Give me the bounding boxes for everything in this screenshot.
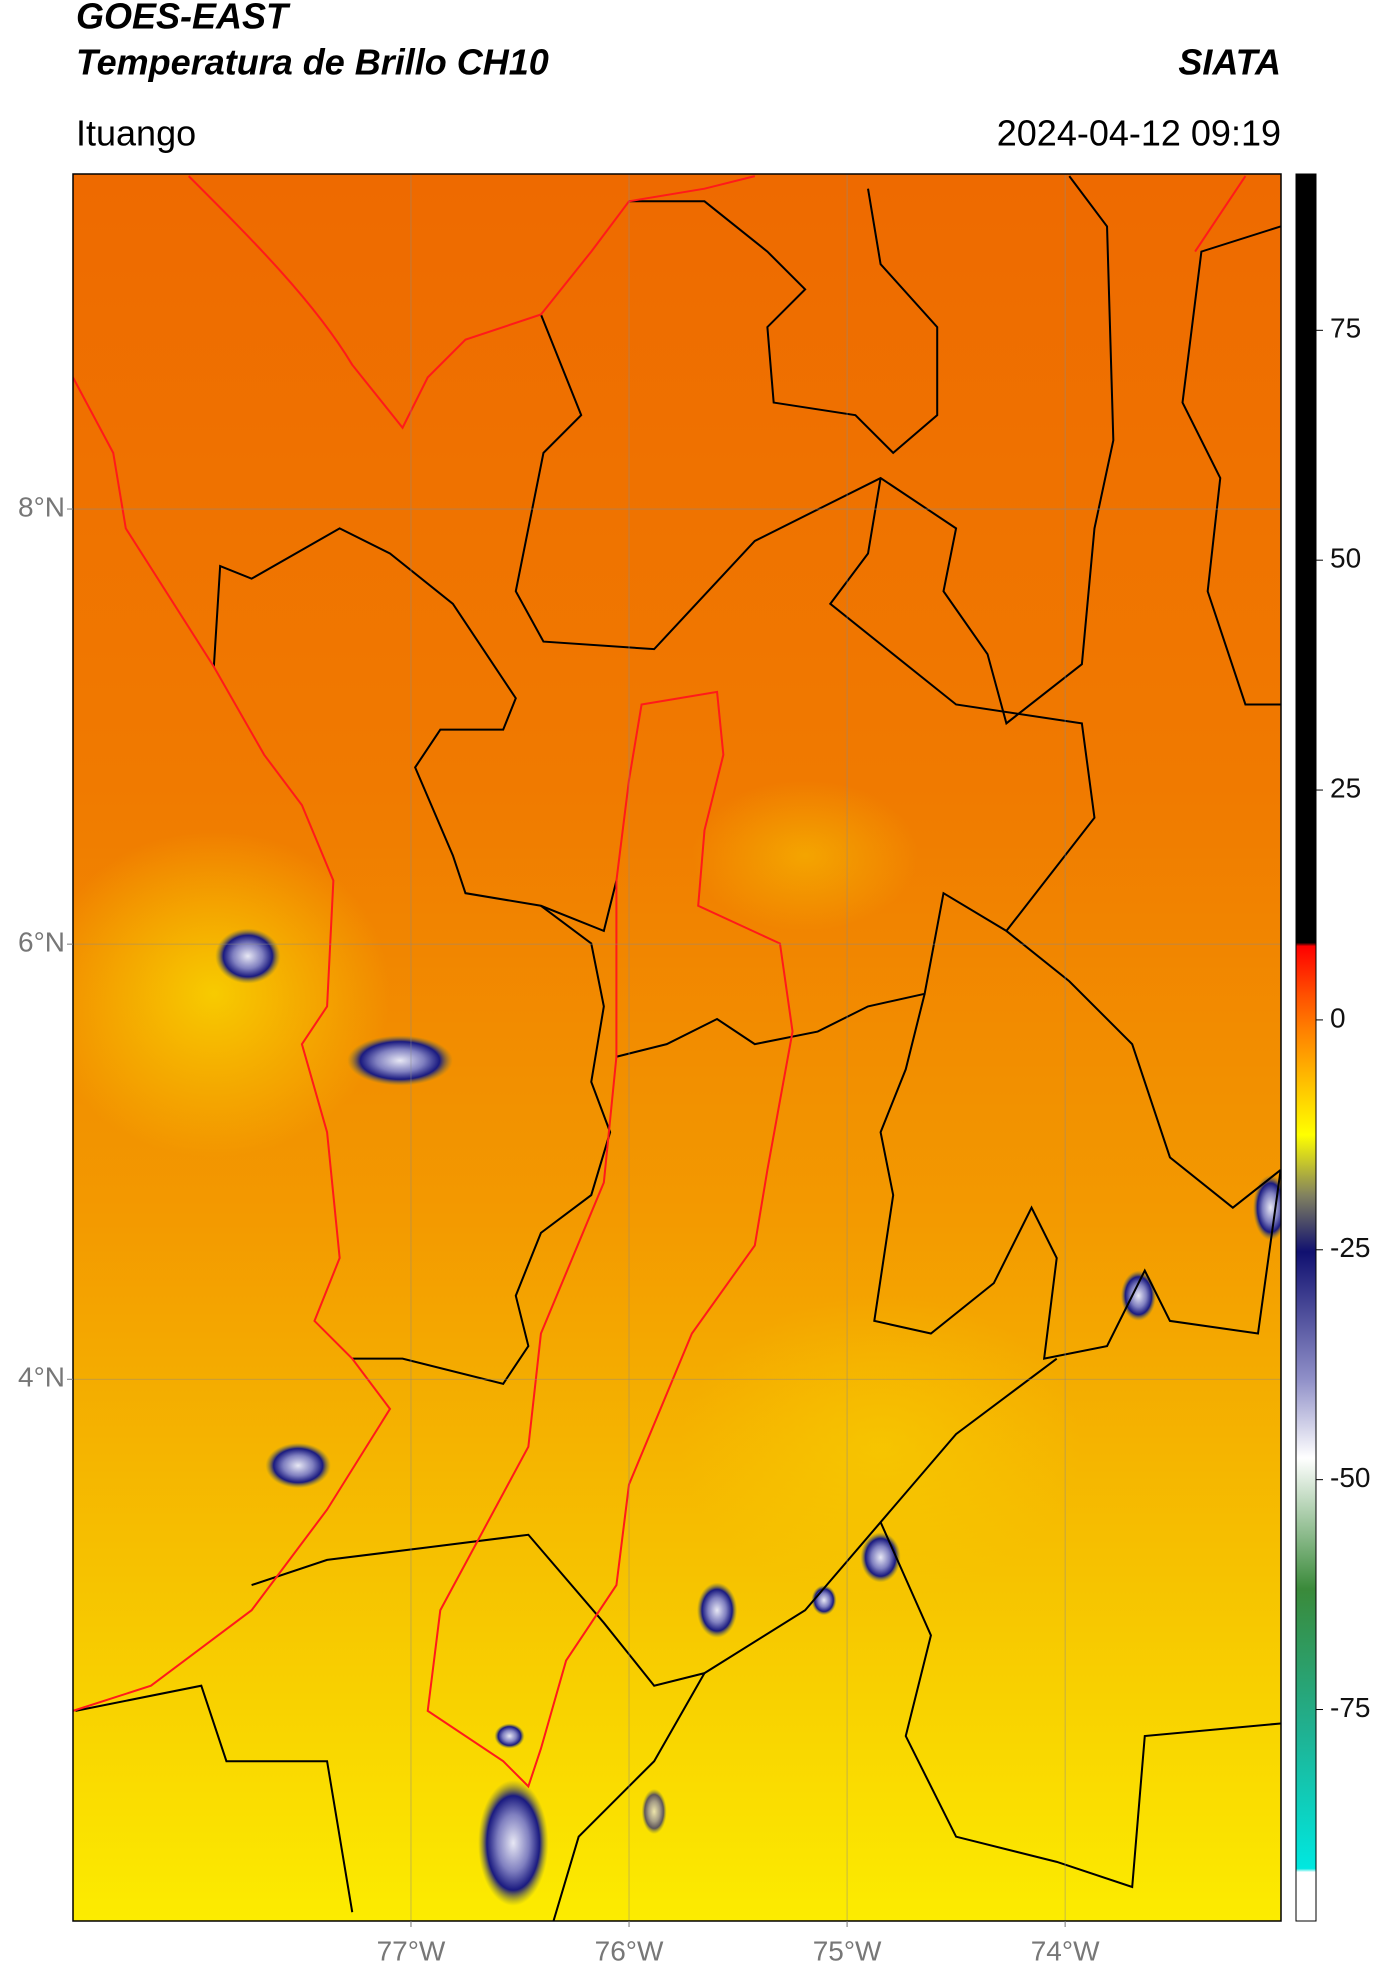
warm-patch <box>691 779 919 931</box>
cloud <box>811 1585 837 1616</box>
colorbar-tick-label: -25 <box>1330 1232 1370 1263</box>
colorbar-tick-label: 25 <box>1330 772 1361 803</box>
cloud <box>265 1442 331 1489</box>
y-tick-label: 4°N <box>18 1362 65 1393</box>
cloud <box>494 1723 525 1749</box>
colorbar-tick-label: 0 <box>1330 1002 1346 1033</box>
warm-patch <box>73 830 390 1158</box>
colorbar-tick-label: 75 <box>1330 313 1361 344</box>
cloud <box>641 1788 667 1835</box>
borders <box>75 175 1281 1921</box>
cloud <box>1120 1270 1157 1321</box>
subtitle: Temperatura de Brillo CH10 <box>76 42 549 83</box>
cloud <box>347 1035 453 1086</box>
datetime: 2024-04-12 09:19 <box>997 113 1281 154</box>
colorbar-tick-label: 50 <box>1330 543 1361 574</box>
cloud <box>696 1582 738 1638</box>
warm-patch <box>679 1295 1082 1598</box>
colorbar <box>1295 173 1317 1922</box>
location: Ituango <box>76 113 196 154</box>
title: GOES-EAST <box>76 0 291 37</box>
map <box>73 174 1281 1921</box>
x-tick-label: 74°W <box>1031 1935 1100 1966</box>
x-tick-label: 76°W <box>595 1935 664 1966</box>
x-tick-label: 75°W <box>813 1935 882 1966</box>
y-tick-label: 6°N <box>18 927 65 958</box>
map-features <box>73 175 1281 1921</box>
coast-and-basin <box>73 175 1247 1789</box>
colorbar-tick-label: -75 <box>1330 1692 1370 1723</box>
y-tick-label: 8°N <box>18 491 65 522</box>
cloud <box>215 928 281 984</box>
x-tick-label: 77°W <box>377 1935 446 1966</box>
colorbar-tick-label: -50 <box>1330 1462 1370 1493</box>
cloud <box>478 1780 549 1906</box>
cloud <box>1252 1174 1281 1241</box>
map-frame <box>72 173 1282 1922</box>
source: SIATA <box>1178 42 1281 83</box>
